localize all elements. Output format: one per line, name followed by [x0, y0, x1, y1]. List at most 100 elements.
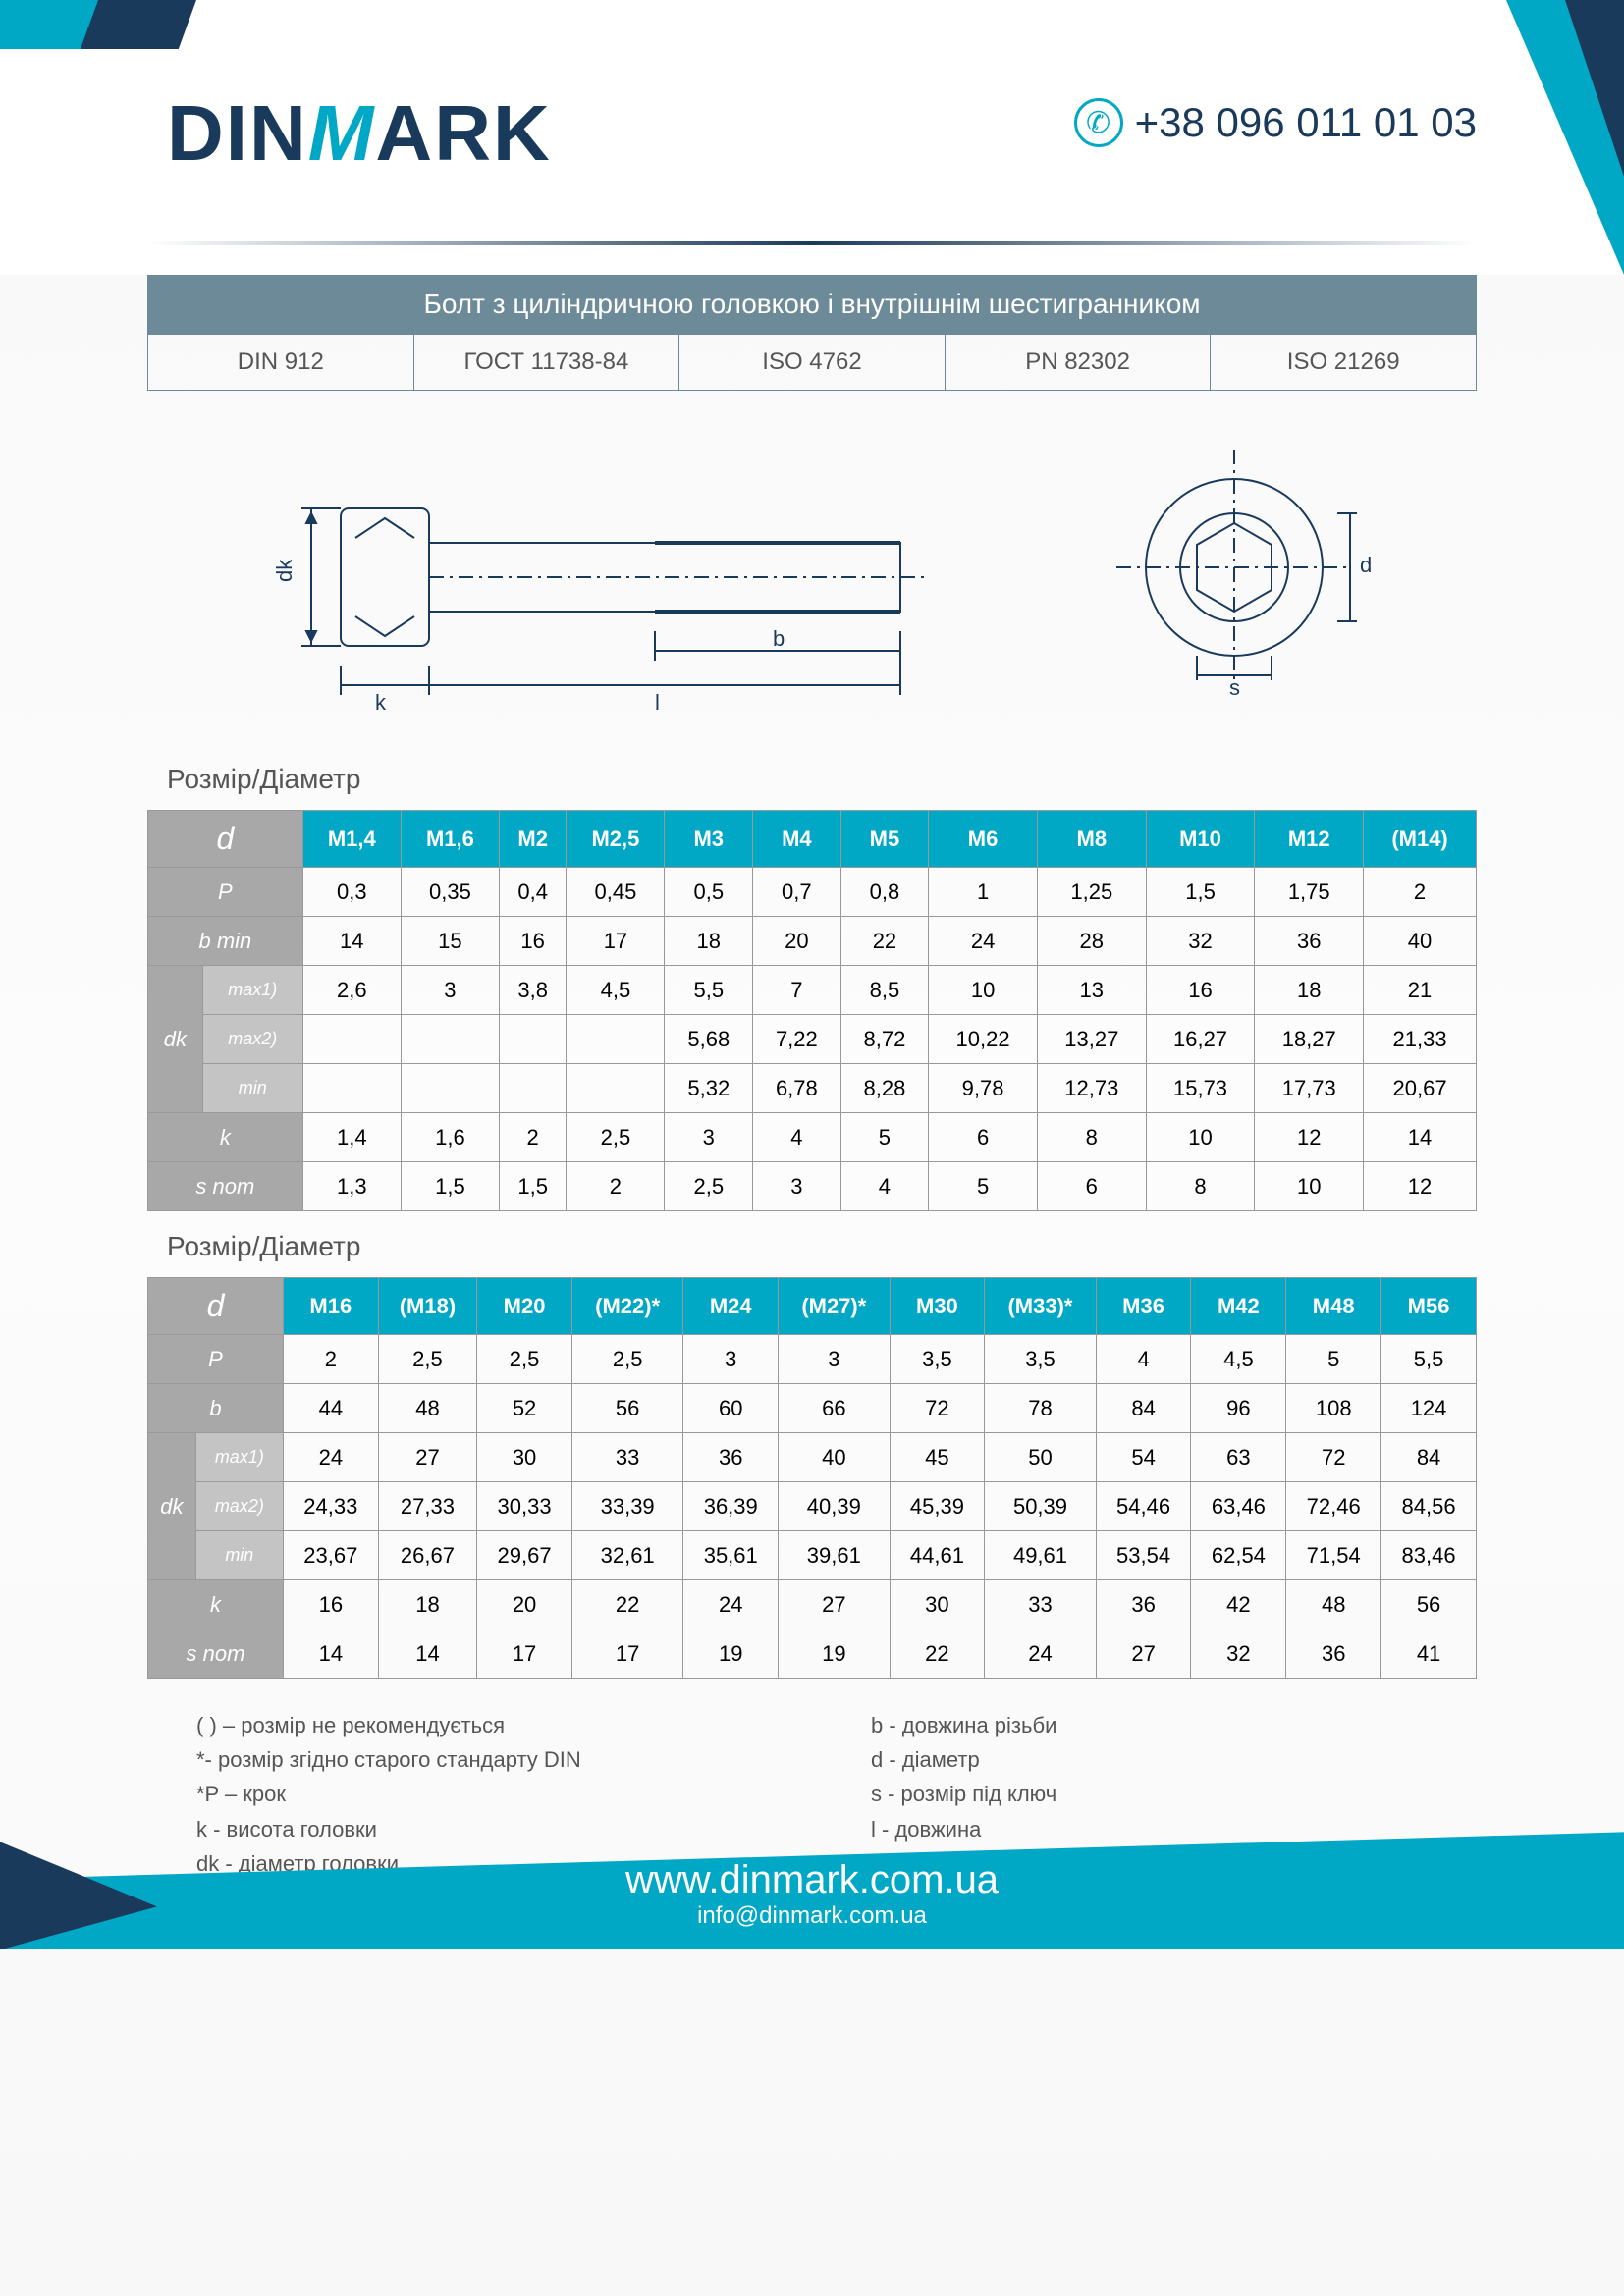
row-header-d: d [148, 1278, 284, 1335]
spec-cell [567, 1015, 665, 1064]
spec-cell: 28 [1037, 917, 1146, 966]
spec-cell: 1,5 [1146, 868, 1255, 917]
col-header: M12 [1255, 811, 1364, 868]
sub-header: max2) [195, 1482, 283, 1531]
spec-cell: 27 [779, 1580, 890, 1629]
spec-cell: 33 [985, 1580, 1096, 1629]
spec-cell: 18 [665, 917, 753, 966]
spec-cell: 6 [1037, 1162, 1146, 1211]
spec-cell: 62,54 [1191, 1531, 1286, 1580]
standard-cell: PN 82302 [946, 335, 1212, 390]
col-header: M16 [283, 1278, 378, 1335]
spec-cell: 12 [1255, 1113, 1364, 1162]
footer-website: www.dinmark.com.ua [0, 1858, 1624, 1902]
spec-cell: 6 [929, 1113, 1038, 1162]
spec-cell: 24 [929, 917, 1038, 966]
spec-cell: 2 [283, 1335, 378, 1384]
spec-cell: 52 [477, 1384, 572, 1433]
spec-cell: 2,6 [302, 966, 401, 1015]
spec-cell: 0,7 [753, 868, 841, 917]
spec-cell: 14 [378, 1629, 476, 1679]
spec-cell [499, 1015, 566, 1064]
spec-cell: 20 [477, 1580, 572, 1629]
spec-cell: 16,27 [1146, 1015, 1255, 1064]
spec-cell: 17,73 [1255, 1064, 1364, 1113]
spec-cell: 72 [1286, 1433, 1381, 1482]
spec-cell: 7,22 [753, 1015, 841, 1064]
row-header-dk: dk [148, 1433, 196, 1580]
spec-cell: 10 [1255, 1162, 1364, 1211]
spec-cell [302, 1015, 401, 1064]
logo-suffix: ARK [375, 89, 551, 177]
spec-cell: 40,39 [779, 1482, 890, 1531]
spec-cell: 1,75 [1255, 868, 1364, 917]
spec-cell: 40 [779, 1433, 890, 1482]
col-header: M36 [1096, 1278, 1191, 1335]
spec-cell: 24 [985, 1629, 1096, 1679]
section-label-2: Розмір/Діаметр [167, 1231, 1477, 1262]
spec-cell: 17 [477, 1629, 572, 1679]
spec-cell: 15,73 [1146, 1064, 1255, 1113]
spec-cell: 48 [378, 1384, 476, 1433]
phone-box: ✆ +38 096 011 01 03 [1074, 98, 1477, 147]
spec-cell: 5,32 [665, 1064, 753, 1113]
spec-cell: 14 [283, 1629, 378, 1679]
spec-cell: 2,5 [665, 1162, 753, 1211]
col-header: M30 [890, 1278, 985, 1335]
spec-cell: 24 [683, 1580, 779, 1629]
spec-cell: 42 [1191, 1580, 1286, 1629]
spec-cell: 32 [1191, 1629, 1286, 1679]
spec-cell: 4,5 [567, 966, 665, 1015]
spec-cell: 0,45 [567, 868, 665, 917]
spec-cell [401, 1064, 499, 1113]
spec-cell: 13 [1037, 966, 1146, 1015]
spec-cell: 1,3 [302, 1162, 401, 1211]
spec-cell: 2 [567, 1162, 665, 1211]
col-header: M10 [1146, 811, 1255, 868]
spec-cell: 23,67 [283, 1531, 378, 1580]
spec-cell: 5,5 [1381, 1335, 1477, 1384]
spec-cell: 2,5 [571, 1335, 682, 1384]
spec-cell: 21,33 [1364, 1015, 1477, 1064]
spec-cell: 66 [779, 1384, 890, 1433]
spec-cell: 50,39 [985, 1482, 1096, 1531]
spec-cell: 4 [1096, 1335, 1191, 1384]
spec-cell: 8 [1037, 1113, 1146, 1162]
spec-cell: 5,68 [665, 1015, 753, 1064]
logo-prefix: DIN [167, 89, 308, 177]
header-decoration-2 [1565, 0, 1624, 177]
spec-cell: 20 [753, 917, 841, 966]
spec-cell: 36 [1255, 917, 1364, 966]
spec-cell: 1 [929, 868, 1038, 917]
header-divider [147, 241, 1477, 245]
bolt-front-view: s d [1107, 440, 1381, 715]
spec-cell: 2,5 [477, 1335, 572, 1384]
col-header: (M27)* [779, 1278, 890, 1335]
spec-cell: 29,67 [477, 1531, 572, 1580]
technical-diagram: dk k l b s [147, 420, 1477, 734]
row-header-dk: dk [148, 966, 203, 1113]
section-label-1: Розмір/Діаметр [167, 764, 1477, 795]
legend-line: d - діаметр [871, 1742, 1428, 1777]
spec-cell: 71,54 [1286, 1531, 1381, 1580]
spec-cell: 44,61 [890, 1531, 985, 1580]
spec-cell: 6,78 [753, 1064, 841, 1113]
col-header: M6 [929, 811, 1038, 868]
spec-cell: 78 [985, 1384, 1096, 1433]
spec-cell: 36 [683, 1433, 779, 1482]
spec-cell: 12 [1364, 1162, 1477, 1211]
sub-header: max1) [195, 1433, 283, 1482]
spec-cell: 1,4 [302, 1113, 401, 1162]
spec-cell: 7 [753, 966, 841, 1015]
spec-cell: 3,5 [890, 1335, 985, 1384]
row-header: P [148, 868, 303, 917]
spec-cell [401, 1015, 499, 1064]
spec-cell: 21 [1364, 966, 1477, 1015]
spec-cell: 33 [571, 1433, 682, 1482]
spec-cell: 1,6 [401, 1113, 499, 1162]
spec-cell: 0,35 [401, 868, 499, 917]
sub-header: max1) [202, 966, 302, 1015]
spec-cell: 83,46 [1381, 1531, 1477, 1580]
header: DINMARK ✆ +38 096 011 01 03 [0, 0, 1624, 275]
col-header: M48 [1286, 1278, 1381, 1335]
